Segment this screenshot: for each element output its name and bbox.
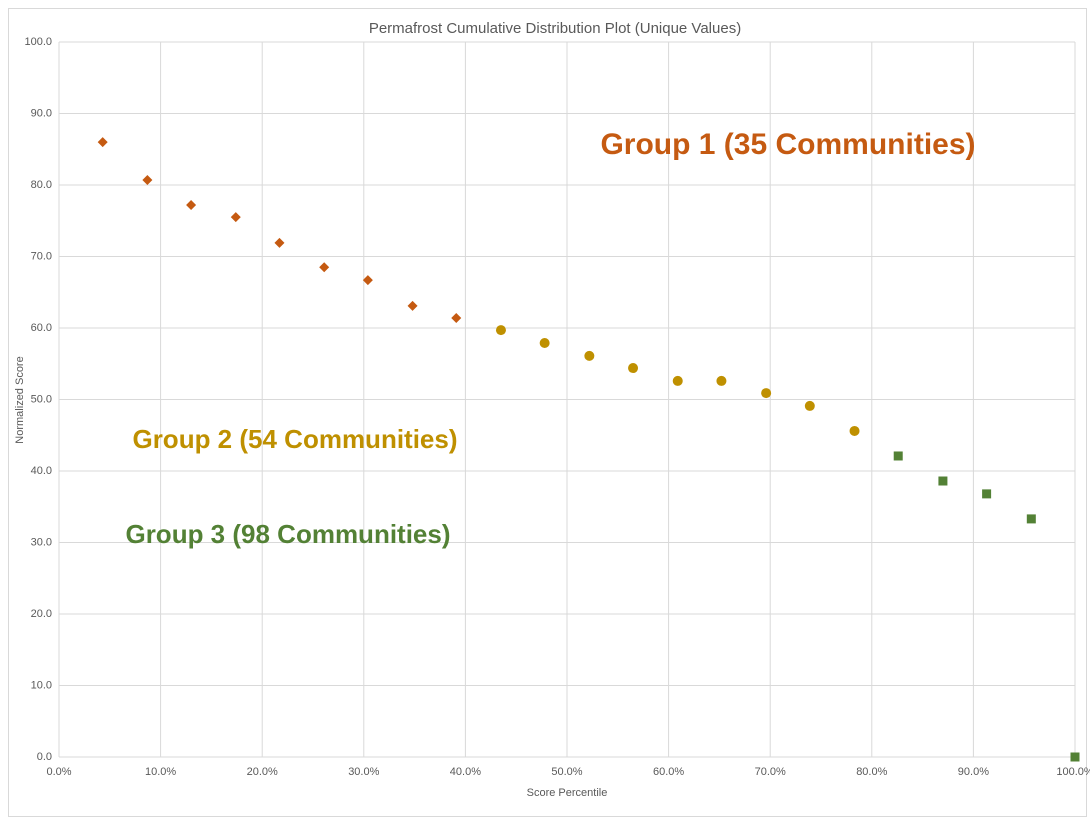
y-tick-label: 70.0	[31, 250, 52, 262]
x-tick-label: 30.0%	[348, 766, 379, 778]
x-tick-label: 80.0%	[856, 766, 887, 778]
point	[804, 400, 815, 411]
chart-title: Permafrost Cumulative Distribution Plot …	[369, 20, 741, 37]
point	[142, 174, 153, 185]
y-tick-label: 0.0	[37, 751, 52, 763]
y-tick-label: 20.0	[31, 608, 52, 620]
y-tick-label: 40.0	[31, 465, 52, 477]
point	[672, 375, 683, 386]
x-axis-title: Score Percentile	[527, 787, 608, 799]
point	[938, 476, 948, 486]
point	[849, 425, 860, 436]
point	[319, 262, 330, 273]
x-tick-label: 60.0%	[653, 766, 684, 778]
x-tick-label: 70.0%	[755, 766, 786, 778]
point	[274, 237, 285, 248]
y-tick-label: 50.0	[31, 393, 52, 405]
y-tick-label: 30.0	[31, 536, 52, 548]
chart-border	[8, 8, 1087, 817]
point	[495, 325, 506, 336]
point	[1070, 752, 1080, 762]
x-tick-label: 90.0%	[958, 766, 989, 778]
point	[362, 275, 373, 286]
point	[761, 388, 772, 399]
y-axis-title: Normalized Score	[14, 356, 26, 443]
point	[539, 338, 550, 349]
annotation: Group 2 (54 Communities)	[132, 424, 457, 454]
x-tick-label: 0.0%	[46, 766, 71, 778]
y-tick-label: 90.0	[31, 107, 52, 119]
x-tick-label: 100.0%	[1056, 766, 1090, 778]
point	[1026, 514, 1036, 524]
annotation: Group 1 (35 Communities)	[600, 128, 975, 161]
y-tick-label: 100.0	[24, 36, 52, 48]
x-tick-label: 40.0%	[450, 766, 481, 778]
y-tick-label: 60.0	[31, 322, 52, 334]
point	[451, 312, 462, 323]
annotation: Group 3 (98 Communities)	[125, 519, 450, 549]
point	[407, 300, 418, 311]
x-tick-label: 10.0%	[145, 766, 176, 778]
point	[628, 363, 639, 374]
point	[97, 137, 108, 148]
point	[230, 212, 241, 223]
point	[893, 451, 903, 461]
y-tick-label: 80.0	[31, 179, 52, 191]
point	[716, 375, 727, 386]
point	[186, 200, 197, 211]
x-tick-label: 50.0%	[551, 766, 582, 778]
point	[982, 489, 992, 499]
x-tick-label: 20.0%	[247, 766, 278, 778]
point	[584, 350, 595, 361]
y-tick-label: 10.0	[31, 679, 52, 691]
